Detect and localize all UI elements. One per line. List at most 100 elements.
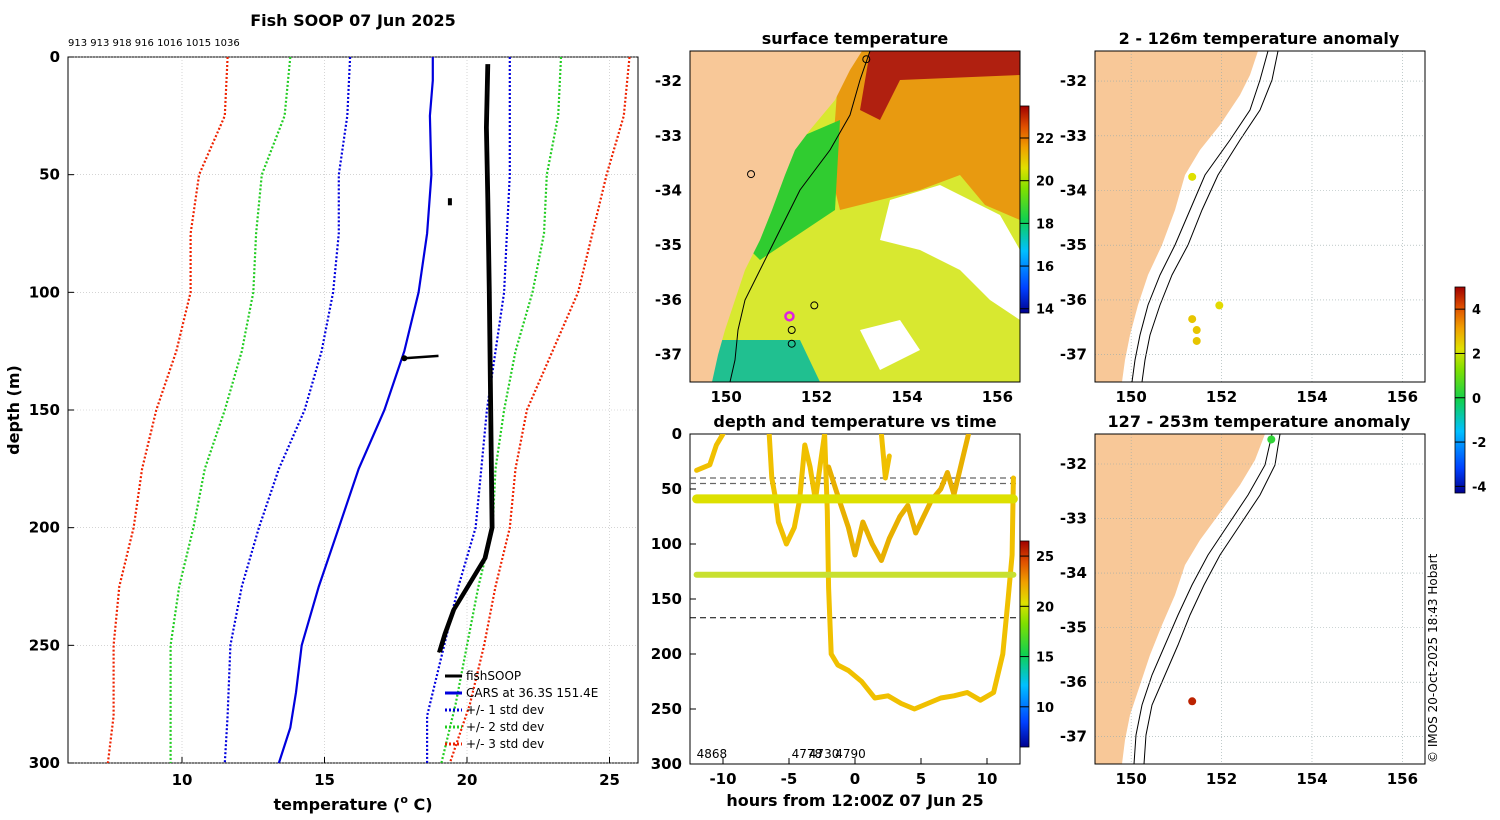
- sst-colorbar: [1019, 105, 1030, 314]
- sst-colorbar-label: 14: [1036, 303, 1054, 318]
- sst-xtick-label: 150: [711, 388, 742, 406]
- timeseries-series: [690, 434, 1020, 712]
- profile-ytick-label: 50: [39, 166, 60, 184]
- anom-bottom-ytick-label: -33: [1060, 510, 1087, 528]
- anom-bottom-xtick-label: 152: [1206, 770, 1237, 788]
- timeseries-colorbar-label: 15: [1036, 651, 1054, 666]
- cars-mean-line: [277, 57, 434, 763]
- timeseries-xtick-label: 5: [916, 770, 926, 788]
- sst-xtick-label: 152: [801, 388, 832, 406]
- timeseries-colorbar: [1019, 540, 1030, 748]
- profile-ytick-label: 200: [29, 519, 60, 537]
- timeseries-ytick-label: 200: [651, 645, 682, 663]
- timeseries-id-label: 4790: [835, 747, 866, 761]
- timeseries-colorbar-label: 20: [1036, 600, 1054, 615]
- anom-bottom-ytick-label: -37: [1060, 728, 1087, 746]
- profile-ytick-label: 150: [29, 401, 60, 419]
- anom-colorbar-label: -2: [1472, 436, 1486, 451]
- sst-land: [690, 51, 862, 382]
- timeseries-colorbar-label: 10: [1036, 701, 1054, 716]
- profile-ids: 913 913 918 916 1016 1015 1036: [68, 38, 240, 49]
- anom-bottom-points: [1188, 435, 1276, 706]
- sst-xtick-label: 156: [982, 388, 1013, 406]
- timeseries-ytick-label: 300: [651, 755, 682, 773]
- legend-std1: +/- 1 std dev: [466, 703, 544, 717]
- footer-credit: © IMOS 20-Oct-2025 18:43 Hobart: [1426, 553, 1440, 763]
- sst-colorbar-label: 18: [1036, 217, 1054, 232]
- sst-clouds: [860, 185, 1020, 370]
- profile-xtick-label: 20: [457, 771, 478, 789]
- anom-bottom-axes: [1094, 433, 1426, 765]
- sst-ytick-label: -33: [655, 127, 682, 145]
- timeseries-colorbar-label: 25: [1036, 550, 1054, 565]
- anom-bottom-isobath-1: [1133, 434, 1273, 764]
- std2-right-line: [440, 57, 563, 763]
- sst-panel: surface temperature 150 152 154 156 -32-33-…: [655, 29, 1054, 406]
- anom-top-ytick-label: -36: [1060, 291, 1087, 309]
- timeseries-axes: [689, 433, 1021, 765]
- timeseries-ytick-label: 50: [661, 480, 682, 498]
- profile-ylabel: depth (m): [4, 365, 23, 455]
- anom-bottom-title: 127 - 253m temperature anomaly: [1108, 412, 1411, 431]
- profile-ytick-label: 0: [50, 48, 60, 66]
- legend-std2: +/- 2 std dev: [466, 720, 544, 734]
- anom-colorbar-ticks: 4 2 0 -2 -4: [1455, 303, 1486, 495]
- anom-bottom-ytick-label: -35: [1060, 619, 1087, 637]
- profile-xtick-label: 15: [314, 771, 335, 789]
- timeseries-xtick-label: -5: [781, 770, 798, 788]
- anom-bottom-point: [1267, 435, 1276, 444]
- timeseries-xtick-label: 10: [977, 770, 998, 788]
- profile-series: [106, 57, 631, 763]
- anom-bottom-isobath-2: [1143, 434, 1281, 764]
- timeseries-xlabel: hours from 12:00Z 07 Jun 25: [726, 791, 983, 810]
- profile-panel: Fish SOOP 07 Jun 2025 913 913 918 916 10…: [4, 11, 639, 814]
- sst-station: [787, 326, 796, 335]
- legend-fishsoop: fishSOOP: [466, 669, 521, 683]
- std3-left-line: [106, 57, 229, 763]
- timeseries-track-a: [694, 434, 726, 473]
- sst-colorbar-label: 20: [1036, 175, 1054, 190]
- anom-top-ytick-label: -37: [1060, 346, 1087, 364]
- std1-right-line: [426, 57, 511, 763]
- sst-ytick-label: -32: [655, 72, 682, 90]
- anom-top-xtick-label: 150: [1116, 388, 1147, 406]
- anom-colorbar: 4 2 0 -2 -4: [1454, 286, 1486, 495]
- timeseries-id-label: 4778: [792, 747, 823, 761]
- profile-xtick-label: 10: [172, 771, 193, 789]
- profile-legend: fishSOOP CARS at 36.3S 151.4E +/- 1 std …: [445, 669, 598, 751]
- sst-station: [747, 170, 756, 179]
- profile-ytick-label: 250: [29, 636, 60, 654]
- std1-left-line: [223, 57, 352, 763]
- profile-x-ticks: 10 15 20 25: [172, 771, 620, 789]
- legend-std3: +/- 3 std dev: [466, 737, 544, 751]
- profile-xlabel: temperature (o C): [273, 793, 432, 814]
- timeseries-ytick-label: 250: [651, 700, 682, 718]
- sst-stations: [747, 55, 871, 348]
- anom-top-xtick-label: 152: [1206, 388, 1237, 406]
- sst-colorbar-label: 22: [1036, 132, 1054, 147]
- timeseries-ytick-label: 150: [651, 590, 682, 608]
- anom-top-point: [1188, 315, 1197, 324]
- anom-top-isobath-1: [1131, 51, 1269, 382]
- anom-bottom-ytick-label: -36: [1060, 673, 1087, 691]
- anom-bottom-land: [1095, 434, 1265, 764]
- sst-station-selected: [784, 311, 795, 322]
- sst-hot-core: [860, 51, 1020, 120]
- anom-top-panel: 2 - 126m temperature anomaly 150 152 154 15…: [1060, 29, 1426, 406]
- anom-top-point: [1215, 301, 1224, 310]
- profile-xtick-label: 25: [599, 771, 620, 789]
- sst-ytick-label: -36: [655, 291, 682, 309]
- anom-colorbar-label: -4: [1472, 480, 1486, 495]
- sst-ytick-label: -34: [655, 182, 682, 200]
- sst-colorbar-ticks: 14 16 18 20 22: [1020, 132, 1054, 318]
- fishsoop-main-line: [437, 64, 493, 653]
- anom-top-land: [1095, 51, 1258, 382]
- profile-ytick-label: 100: [29, 283, 60, 301]
- timeseries-xtick-label: -10: [709, 770, 736, 788]
- anom-bottom-xtick-label: 156: [1387, 770, 1418, 788]
- anom-top-xtick-label: 154: [1296, 388, 1327, 406]
- timeseries-x-ticks: -10 -5 0 5 10: [709, 758, 997, 788]
- anom-top-title: 2 - 126m temperature anomaly: [1119, 29, 1400, 48]
- timeseries-title: depth and temperature vs time: [713, 412, 996, 431]
